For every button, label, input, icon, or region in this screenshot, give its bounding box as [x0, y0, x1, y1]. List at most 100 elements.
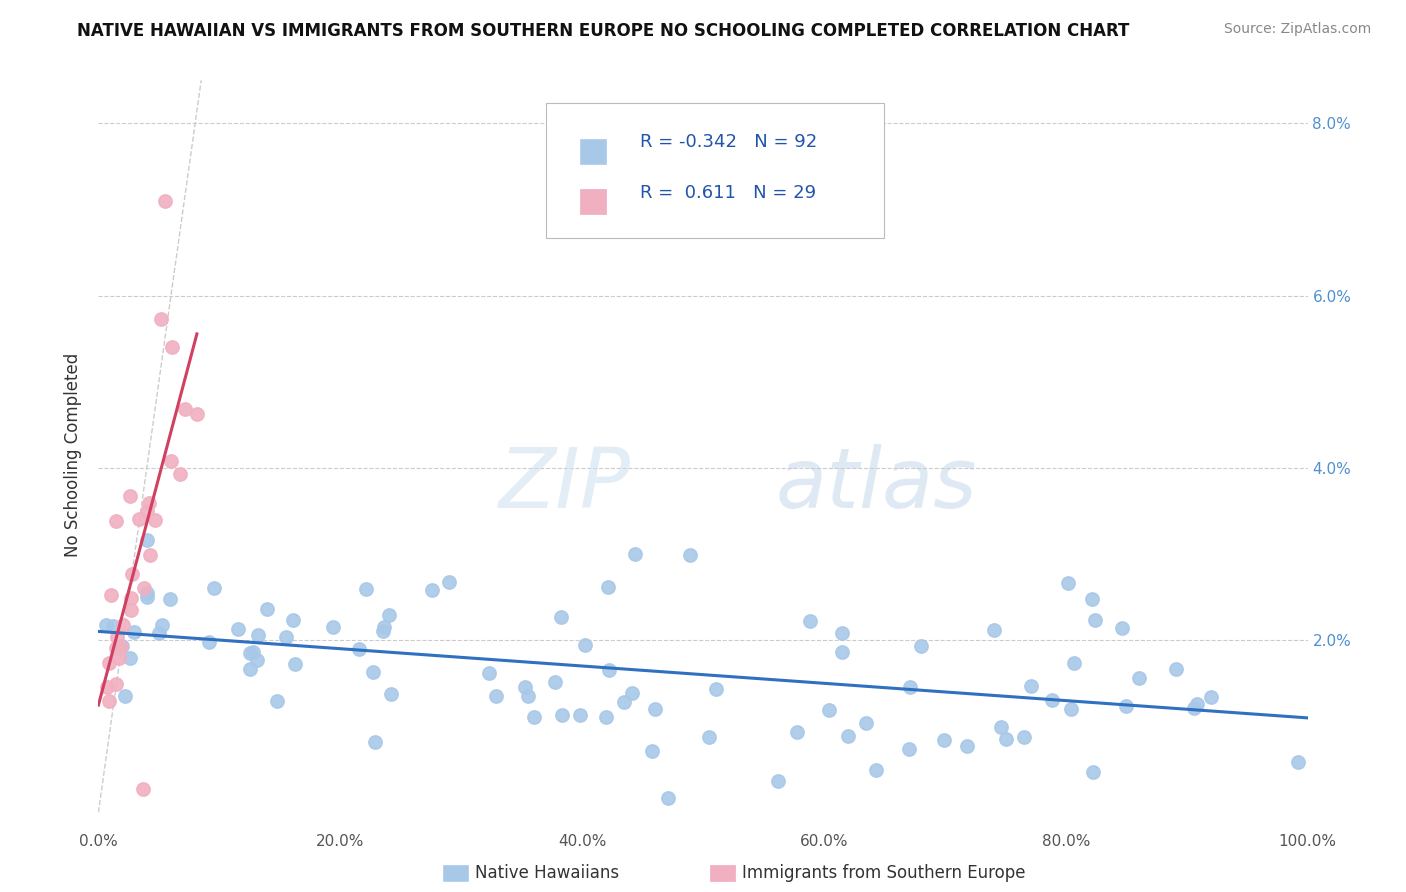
Point: [990, 720, 1012, 734]
Point: [595, 710, 617, 724]
Point: [111, 639, 134, 653]
Point: [1019, 679, 1042, 693]
Point: [380, 687, 402, 701]
Point: [361, 665, 384, 679]
FancyBboxPatch shape: [546, 103, 884, 237]
Point: [644, 702, 666, 716]
Point: [983, 624, 1005, 638]
Point: [1115, 699, 1137, 714]
Text: Native Hawaiians: Native Hawaiians: [475, 864, 620, 882]
Point: [485, 689, 508, 703]
Point: [153, 194, 176, 208]
Point: [373, 624, 395, 639]
Point: [478, 666, 501, 681]
Point: [897, 742, 920, 756]
Point: [373, 620, 395, 634]
Point: [1199, 690, 1222, 705]
Text: ZIP: ZIP: [499, 444, 630, 525]
Point: [162, 340, 184, 354]
Y-axis label: No Schooling Completed: No Schooling Completed: [65, 353, 83, 557]
Point: [766, 774, 789, 789]
Text: NATIVE HAWAIIAN VS IMMIGRANTS FROM SOUTHERN EUROPE NO SCHOOLING COMPLETED CORREL: NATIVE HAWAIIAN VS IMMIGRANTS FROM SOUTH…: [77, 22, 1129, 40]
Point: [111, 617, 134, 632]
Text: Immigrants from Southern Europe: Immigrants from Southern Europe: [742, 864, 1026, 882]
Point: [1286, 755, 1309, 769]
Point: [349, 641, 371, 656]
Point: [274, 630, 297, 644]
Point: [120, 603, 142, 617]
Point: [831, 625, 853, 640]
Point: [321, 619, 343, 633]
Point: [1012, 731, 1035, 745]
Point: [105, 640, 128, 655]
Text: R = -0.342   N = 92: R = -0.342 N = 92: [640, 133, 817, 151]
Point: [697, 730, 720, 744]
Point: [136, 585, 159, 599]
Point: [242, 645, 264, 659]
Point: [150, 311, 173, 326]
Point: [1060, 702, 1083, 716]
Point: [679, 548, 702, 562]
Point: [159, 592, 181, 607]
Point: [378, 607, 401, 622]
Point: [110, 640, 132, 654]
Point: [256, 602, 278, 616]
Point: [114, 689, 136, 703]
Point: [1040, 693, 1063, 707]
Point: [266, 694, 288, 708]
Point: [283, 613, 305, 627]
Point: [420, 582, 443, 597]
Point: [1185, 697, 1208, 711]
Point: [138, 496, 160, 510]
Point: [598, 663, 620, 677]
Point: [136, 533, 159, 548]
Point: [898, 680, 921, 694]
Point: [100, 589, 122, 603]
Point: [120, 591, 142, 605]
Point: [1111, 621, 1133, 635]
Point: [1128, 671, 1150, 685]
Point: [523, 709, 546, 723]
Point: [122, 624, 145, 639]
Point: [1081, 592, 1104, 607]
Point: [136, 504, 159, 518]
FancyBboxPatch shape: [579, 189, 606, 214]
Point: [934, 733, 956, 747]
Point: [107, 650, 129, 665]
Point: [613, 695, 636, 709]
Point: [186, 407, 208, 421]
Point: [995, 731, 1018, 746]
Point: [246, 652, 269, 666]
Point: [247, 628, 270, 642]
Point: [118, 489, 141, 503]
Point: [1084, 613, 1107, 627]
FancyBboxPatch shape: [579, 139, 606, 164]
Point: [98, 694, 121, 708]
Point: [910, 639, 932, 653]
Point: [103, 619, 125, 633]
Point: [150, 617, 173, 632]
Point: [786, 724, 808, 739]
Point: [517, 689, 540, 703]
Point: [98, 656, 121, 670]
Point: [551, 708, 574, 723]
Point: [956, 739, 979, 754]
Point: [132, 581, 155, 595]
Point: [620, 686, 643, 700]
Point: [239, 662, 262, 676]
Point: [118, 650, 141, 665]
Point: [574, 638, 596, 652]
Point: [107, 630, 129, 644]
Point: [704, 681, 727, 696]
Point: [202, 581, 225, 595]
Point: [96, 680, 118, 694]
Point: [96, 617, 118, 632]
Point: [598, 580, 620, 594]
Point: [159, 453, 181, 467]
Text: atlas: atlas: [776, 444, 977, 525]
Point: [1182, 700, 1205, 714]
Point: [1081, 764, 1104, 779]
Point: [817, 703, 839, 717]
Point: [855, 716, 877, 731]
Point: [831, 645, 853, 659]
